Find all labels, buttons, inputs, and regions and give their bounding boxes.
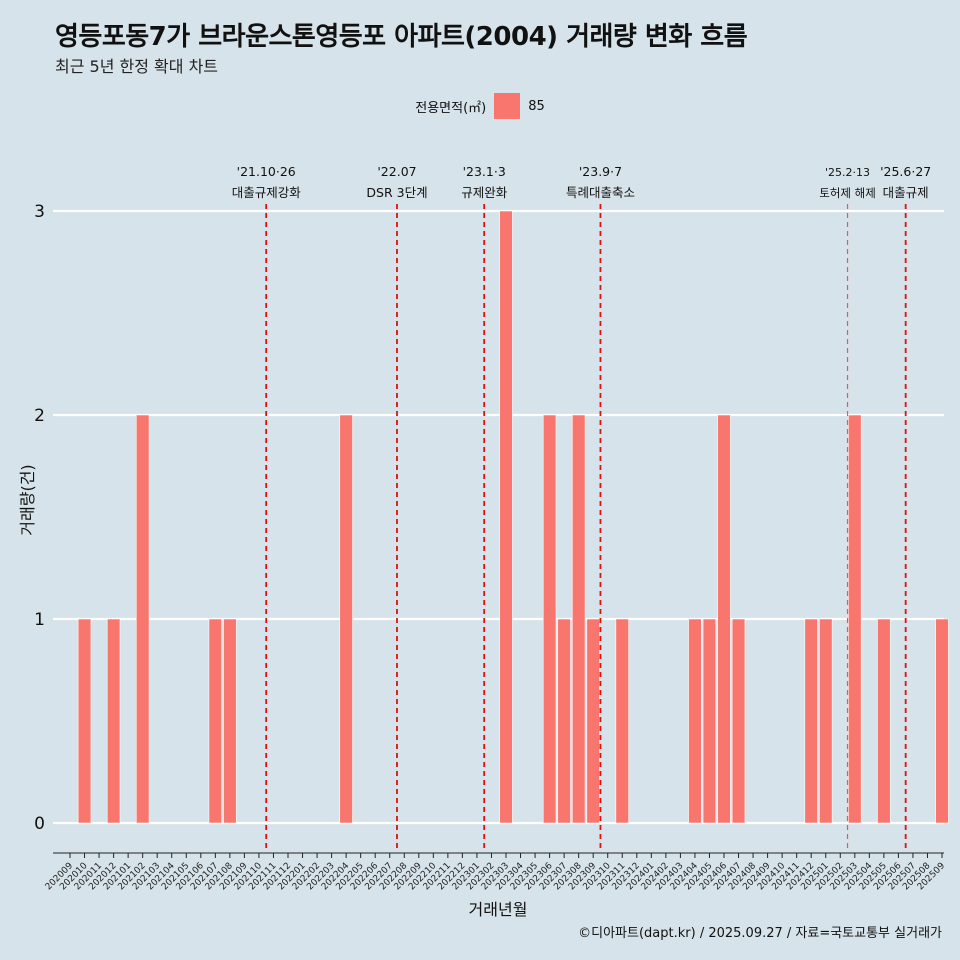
y-tick-label: 0 [34, 814, 45, 834]
bar-202204 [339, 414, 353, 824]
event-label: 대출규제 [883, 185, 929, 200]
event-label: 토허제 해제 [819, 186, 876, 200]
x-axis-title: 거래년월 [469, 900, 528, 919]
bar-202505 [877, 618, 891, 824]
y-tick-label: 3 [34, 202, 45, 222]
bar-202303 [499, 210, 513, 824]
bar-202501 [819, 618, 833, 824]
bar-202412 [804, 618, 818, 824]
event-label: 특례대출축소 [566, 185, 635, 200]
bar-202405 [702, 618, 717, 824]
event-date: '21.10·26 [237, 164, 296, 179]
bar-202306 [542, 414, 557, 824]
legend: 전용면적(㎡) 85 [0, 93, 960, 119]
bar-202010 [77, 618, 92, 824]
event-date: '25.6·27 [880, 164, 931, 179]
event-date: '22.07 [377, 164, 416, 179]
bar-202406 [717, 414, 731, 824]
event-label: 대출규제강화 [232, 185, 302, 200]
bar-202107 [208, 618, 223, 824]
bar-202509 [935, 618, 949, 824]
y-tick-label: 2 [34, 406, 45, 426]
chart-title: 영등포동7가 브라운스톤영등포 아파트(2004) 거래량 변화 흐름 [55, 22, 748, 52]
y-axis-title: 거래량(건) [18, 464, 37, 535]
event-label: DSR 3단계 [366, 185, 427, 200]
legend-swatch [494, 93, 521, 119]
event-date: '23.1·3 [463, 164, 506, 179]
legend-item-85: 85 [528, 98, 545, 114]
bar-layer [77, 210, 949, 824]
bar-202012 [106, 618, 121, 824]
bar-202308 [571, 414, 586, 824]
bar-202307 [557, 618, 571, 824]
bar-202311 [615, 618, 629, 824]
y-tick-label: 1 [34, 610, 45, 630]
event-date: '25.2·13 [825, 166, 870, 179]
bar-202309 [586, 618, 600, 824]
grid-layer [53, 209, 944, 825]
bar-202108 [223, 618, 237, 824]
legend-title: 전용면적(㎡) [415, 100, 487, 116]
bar-202102 [135, 414, 150, 824]
bar-202503 [848, 414, 862, 824]
event-date: '23.9·7 [579, 164, 622, 179]
source-caption: ©디아파트(dapt.kr) / 2025.09.27 / 자료=국토교통부 실… [578, 926, 942, 941]
bar-202407 [731, 618, 746, 824]
chart-subtitle: 최근 5년 한정 확대 차트 [55, 57, 219, 76]
annotation-layer: '21.10·26 대출규제강화 '22.07 DSR 3단계 '23.1·3 규제완화 '… [232, 164, 931, 852]
bar-202404 [688, 618, 702, 824]
event-label: 규제완화 [461, 185, 508, 200]
